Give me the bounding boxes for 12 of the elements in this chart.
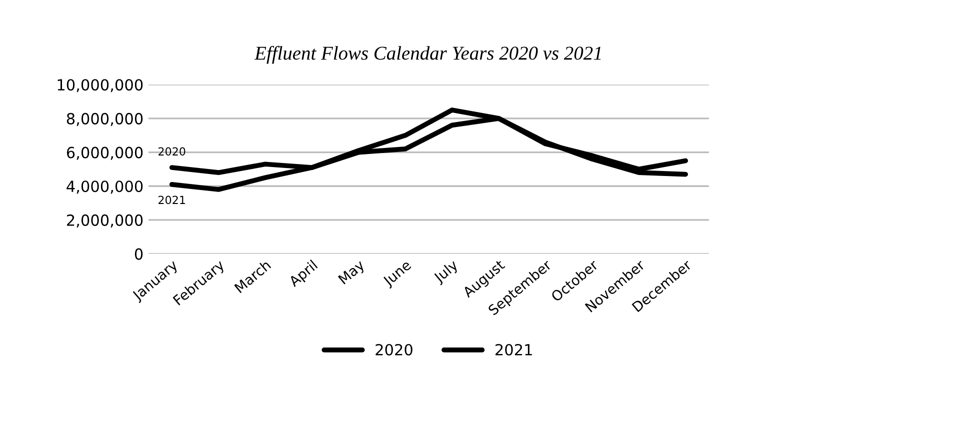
y-tick-label: 6,000,000: [66, 146, 143, 160]
y-tick-label: 0: [134, 248, 143, 260]
y-tick-label: 4,000,000: [66, 180, 143, 194]
y-tick-label: 10,000,000: [58, 79, 143, 92]
legend-label: 2020: [376, 344, 412, 356]
y-tick-label: 8,000,000: [66, 112, 143, 126]
chart-title: Effluent Flows Calendar Years 2020 vs 2021: [254, 46, 601, 64]
y-tick-label: 2,000,000: [66, 214, 143, 228]
legend-label: 2021: [496, 344, 532, 356]
annotation: 2020: [158, 147, 186, 156]
annotation: 2021: [158, 196, 185, 204]
x-tick-label: May: [338, 259, 367, 287]
